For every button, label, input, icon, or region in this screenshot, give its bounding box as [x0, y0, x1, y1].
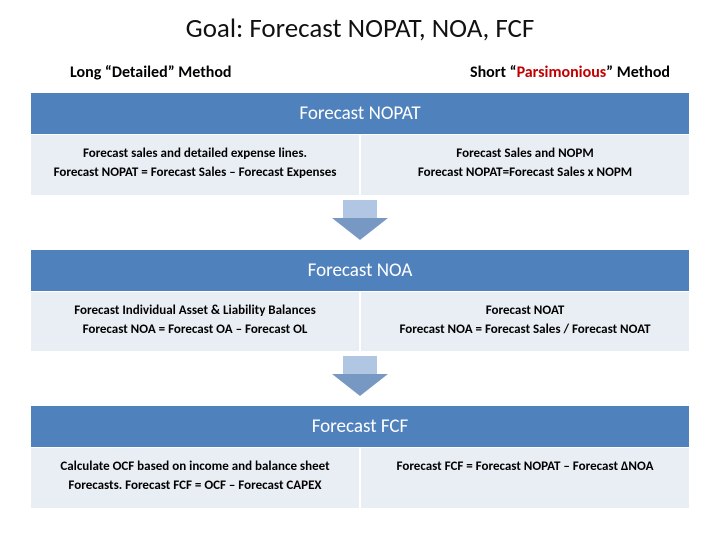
section-header-noa: Forecast NOA	[30, 249, 690, 292]
fcf-right-line2: Forecast FCF = Forecast NOPAT – Forecast…	[369, 458, 681, 477]
nopat-right-line1: Forecast Sales and NOPM	[369, 145, 681, 164]
row-nopat: Forecast sales and detailed expense line…	[30, 135, 690, 196]
nopat-left-line1: Forecast sales and detailed expense line…	[39, 145, 351, 164]
right-method-prefix: Short “	[470, 63, 517, 82]
cell-nopat-left: Forecast sales and detailed expense line…	[30, 135, 360, 196]
right-method-label: Short “Parsimonious” Method	[470, 63, 670, 82]
cell-noa-right: Forecast NOAT Forecast NOA = Forecast Sa…	[360, 292, 690, 353]
right-method-highlight: Parsimonious	[517, 63, 607, 82]
row-noa: Forecast Individual Asset & Liability Ba…	[30, 292, 690, 353]
fcf-left-line1: Calculate OCF based on income and balanc…	[39, 458, 351, 477]
section-header-fcf: Forecast FCF	[30, 405, 690, 448]
down-arrow-icon	[332, 200, 388, 240]
cell-fcf-left: Calculate OCF based on income and balanc…	[30, 448, 360, 509]
fcf-left-line2: Forecasts. Forecast FCF = OCF – Forecast…	[39, 477, 351, 496]
page-title: Goal: Forecast NOPAT, NOA, FCF	[20, 12, 700, 45]
cell-nopat-right: Forecast Sales and NOPM Forecast NOPAT=F…	[360, 135, 690, 196]
noa-left-line1: Forecast Individual Asset & Liability Ba…	[39, 302, 351, 321]
left-method-label: Long “Detailed” Method	[70, 63, 232, 82]
right-method-suffix: ” Method	[606, 63, 670, 82]
cell-noa-left: Forecast Individual Asset & Liability Ba…	[30, 292, 360, 353]
down-arrow-icon	[332, 356, 388, 396]
arrow-1-wrap	[20, 200, 700, 245]
cell-fcf-right: Forecast FCF = Forecast NOPAT – Forecast…	[360, 448, 690, 509]
noa-left-line2: Forecast NOA = Forecast OA – Forecast OL	[39, 321, 351, 340]
arrow-2-wrap	[20, 356, 700, 401]
row-fcf: Calculate OCF based on income and balanc…	[30, 448, 690, 509]
noa-right-line1: Forecast NOAT	[369, 302, 681, 321]
noa-right-line2: Forecast NOA = Forecast Sales / Forecast…	[369, 321, 681, 340]
section-header-nopat: Forecast NOPAT	[30, 92, 690, 135]
nopat-right-line2: Forecast NOPAT=Forecast Sales x NOPM	[369, 164, 681, 183]
method-subheads: Long “Detailed” Method Short “Parsimonio…	[20, 63, 700, 82]
nopat-left-line2: Forecast NOPAT = Forecast Sales – Foreca…	[39, 164, 351, 183]
